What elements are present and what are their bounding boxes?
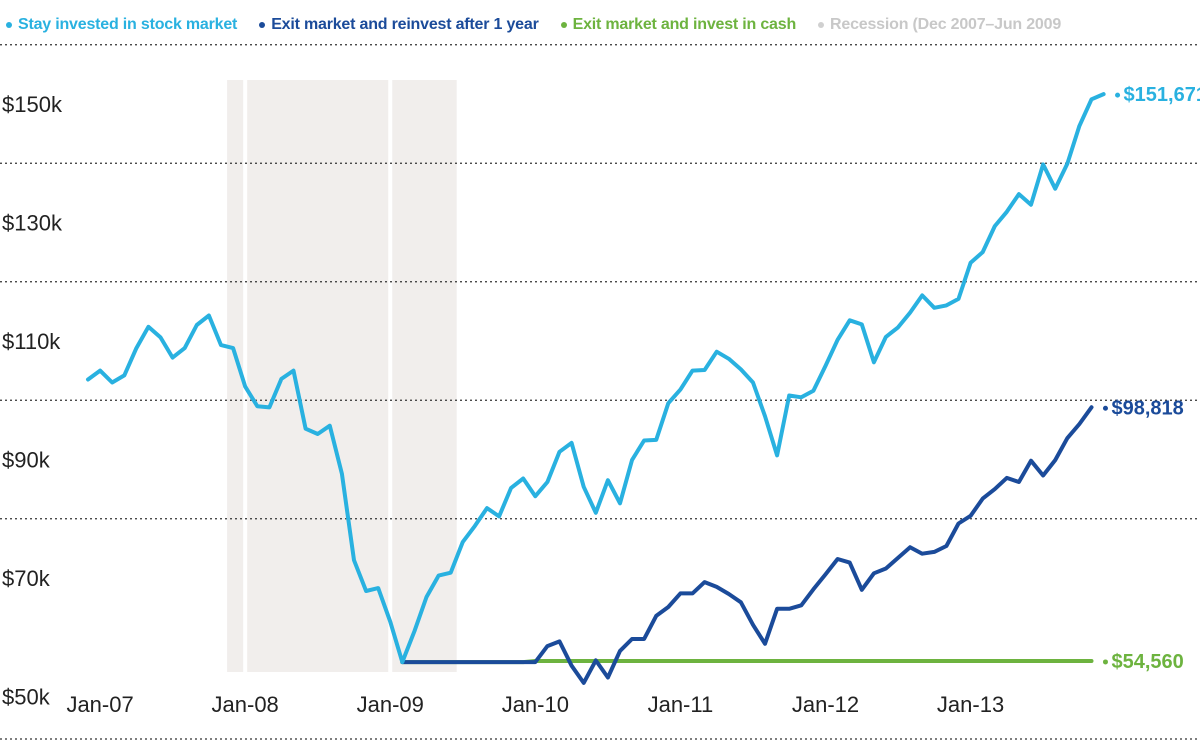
legend-item-recession: Recession (Dec 2007–Jun 2009 [818,16,1061,34]
series-stay-invested-end-label: $151,671 [1124,84,1200,106]
legend-dot-recession [818,22,825,28]
recession-year-separator [388,80,393,672]
legend-item-stay-invested: Stay invested in stock market [6,16,237,34]
x-tick-label: Jan-13 [937,692,1004,717]
series-cash-end-marker [1102,659,1108,665]
x-tick-label: Jan-10 [502,692,569,717]
series-cash-end-label: $54,560 [1111,651,1183,673]
legend-label-recession: Recession (Dec 2007–Jun 2009 [830,16,1062,33]
chart-legend: Stay invested in stock market Exit marke… [6,16,1061,34]
legend-dot-reinvest [259,22,266,28]
x-tick-label: Jan-08 [212,692,279,717]
legend-item-reinvest: Exit market and reinvest after 1 year [259,16,539,34]
series-stay-invested-end-marker [1115,92,1121,98]
legend-label-cash: Exit market and invest in cash [572,16,797,33]
y-tick-label: $90k [2,448,51,473]
y-tick-label: $110k [2,329,61,354]
y-tick-label: $70k [2,566,51,591]
legend-dot-stay-invested [6,22,12,28]
recession-year-separator [243,80,248,672]
x-tick-label: Jan-09 [357,692,424,717]
x-tick-label: Jan-12 [792,692,859,717]
series-reinvest-end-marker [1102,405,1108,411]
series-reinvest-line [400,405,1094,685]
legend-label-reinvest: Exit market and reinvest after 1 year [271,16,539,33]
x-tick-label: Jan-11 [648,692,714,717]
y-tick-label: $130k [2,211,63,236]
y-tick-label: $150k [2,92,63,117]
recession-band [227,80,457,672]
legend-item-cash: Exit market and invest in cash [560,16,797,34]
legend-label-stay-invested: Stay invested in stock market [18,16,238,33]
series-reinvest-end-label: $98,818 [1111,397,1183,419]
legend-dot-cash [560,22,567,28]
x-tick-label: Jan-07 [66,692,133,717]
series-stay-invested-line [86,92,1106,665]
y-tick-label: $50k [2,685,51,710]
